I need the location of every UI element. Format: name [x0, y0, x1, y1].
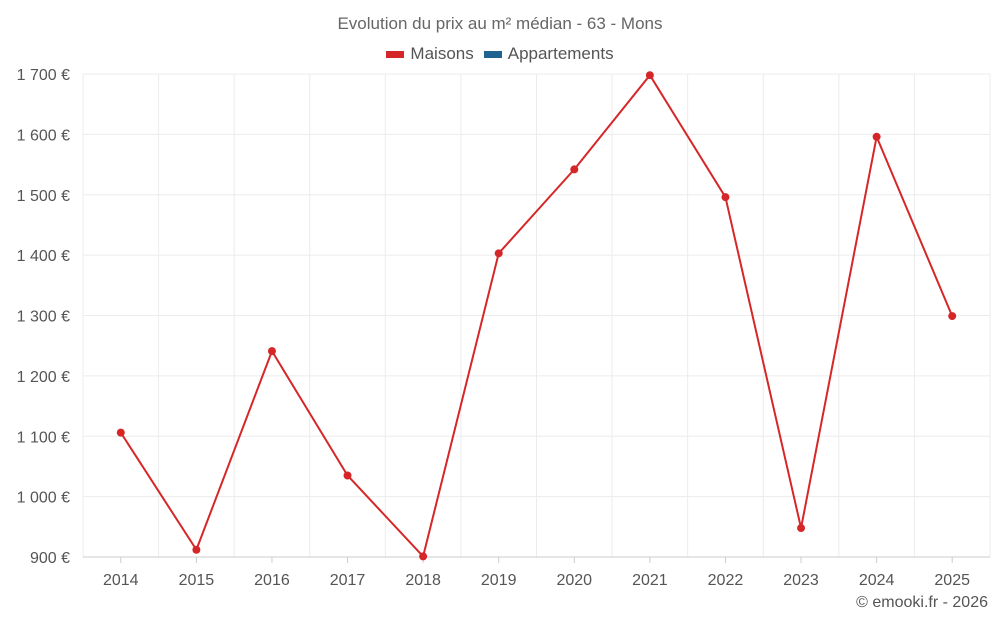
x-tick-label: 2024 — [859, 572, 895, 589]
x-tick-label: 2017 — [330, 572, 366, 589]
x-tick-label: 2022 — [708, 572, 744, 589]
y-tick-label: 1 300 € — [17, 309, 70, 326]
legend-swatch-appartements — [483, 50, 502, 58]
y-tick-label: 1 600 € — [17, 127, 70, 144]
data-point-maisons — [192, 545, 201, 554]
y-tick-label: 1 400 € — [17, 248, 70, 265]
credit-text: © emooki.fr - 2026 — [856, 594, 988, 611]
x-tick-label: 2019 — [481, 572, 517, 589]
y-tick-label: 1 100 € — [17, 429, 70, 446]
data-point-maisons — [948, 312, 957, 321]
data-point-maisons — [419, 552, 428, 561]
legend-item-maisons[interactable]: Maisons — [386, 44, 474, 64]
data-point-maisons — [267, 347, 276, 356]
x-tick-label: 2025 — [934, 572, 970, 589]
chart-title: Evolution du prix au m² médian - 63 - Mo… — [337, 14, 663, 33]
data-point-maisons — [494, 249, 503, 258]
data-point-maisons — [570, 165, 579, 174]
y-tick-label: 1 700 € — [17, 67, 70, 84]
x-tick-label: 2023 — [783, 572, 819, 589]
x-tick-label: 2014 — [103, 572, 139, 589]
legend-swatch-maisons — [386, 50, 405, 58]
x-tick-label: 2015 — [179, 572, 215, 589]
y-tick-label: 900 € — [30, 550, 70, 567]
x-tick-label: 2018 — [405, 572, 441, 589]
y-tick-label: 1 000 € — [17, 490, 70, 507]
data-point-maisons — [645, 71, 654, 80]
data-point-maisons — [797, 524, 806, 533]
x-tick-label: 2020 — [556, 572, 592, 589]
data-point-maisons — [721, 193, 730, 202]
x-tick-label: 2016 — [254, 572, 290, 589]
x-tick-label: 2021 — [632, 572, 668, 589]
legend: Maisons Appartements — [0, 44, 1000, 64]
legend-label-appartements: Appartements — [507, 44, 614, 63]
data-point-maisons — [872, 132, 881, 141]
y-tick-label: 1 500 € — [17, 188, 70, 205]
data-point-maisons — [116, 428, 125, 437]
legend-label-maisons: Maisons — [410, 44, 474, 63]
series-line-maisons — [119, 74, 954, 558]
y-tick-label: 1 200 € — [17, 369, 70, 386]
legend-item-appartements[interactable]: Appartements — [483, 44, 614, 64]
data-point-maisons — [343, 471, 352, 480]
